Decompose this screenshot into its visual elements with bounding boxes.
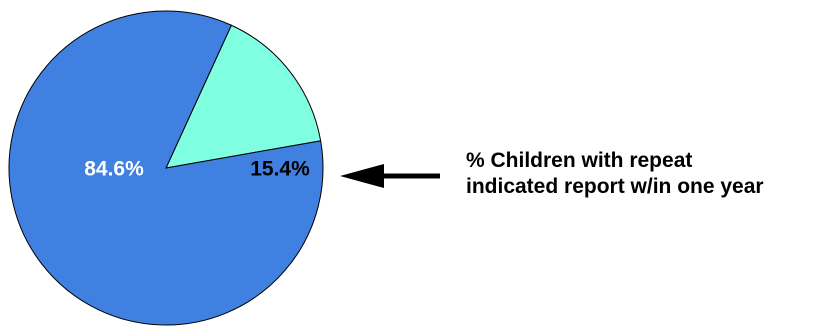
annotation-arrow [340,164,440,188]
annotation-text: % Children with repeat indicated report … [466,148,764,200]
pie-slice-label-1: 84.6% [84,158,144,181]
pie-slice-label-2: 15.4% [250,158,310,181]
pie-slices [8,10,324,326]
annotation-line-2: indicated report w/in one year [466,175,764,198]
pie-slice-labels: 84.6% 15.4% [84,158,310,181]
annotation-line-1: % Children with repeat [466,149,693,172]
pie-slice-2 [165,24,322,169]
arrowhead [340,164,384,188]
pie-slice-1 [8,10,324,326]
